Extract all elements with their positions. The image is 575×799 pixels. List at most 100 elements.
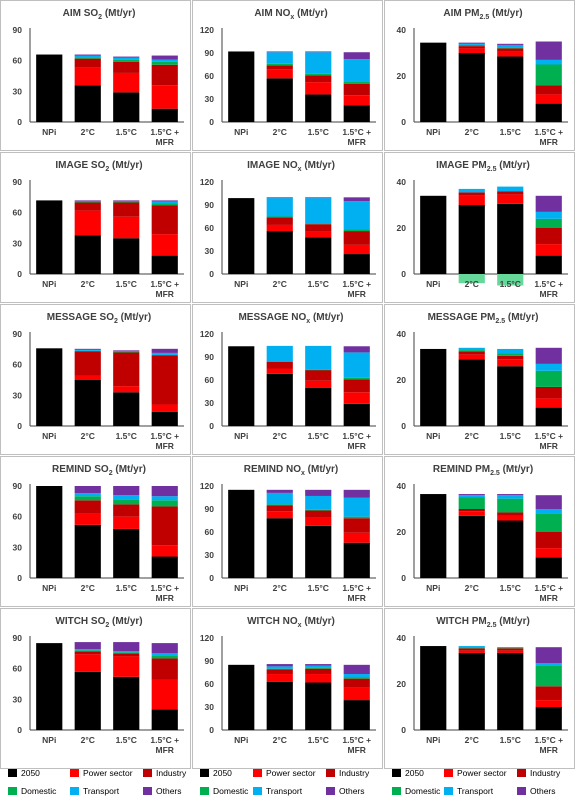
bar-segment-others [266, 664, 293, 667]
x-tick-label: 2°C [81, 127, 95, 137]
bar-segment-2050 [228, 346, 255, 426]
bar-segment-2050 [74, 524, 101, 578]
legend-item-power: Power sector [70, 768, 133, 778]
y-tick-label: 60 [13, 56, 23, 66]
x-tick-label: 1.5°C + [534, 735, 563, 745]
bar-segment-2050 [420, 195, 447, 274]
x-tick-label: MFR [156, 745, 174, 755]
bar-segment-industry [74, 351, 101, 376]
x-tick-label: 2°C [273, 735, 287, 745]
bar-segment-power-sector [266, 69, 293, 79]
bar-segment-others [266, 51, 293, 53]
bar-segment-industry [151, 355, 178, 405]
bar-segment-others [343, 52, 370, 60]
bar-segment-transport [151, 653, 178, 656]
bar-segment-industry [266, 65, 293, 70]
x-tick-label: NPi [426, 431, 440, 441]
legend-label: Power sector [266, 768, 316, 778]
bar-segment-others [74, 642, 101, 650]
bar-segment-others [151, 200, 178, 202]
bar-segment-domestic [151, 655, 178, 659]
bar-segment-industry [305, 510, 332, 518]
bar-segment-domestic [74, 57, 101, 59]
x-tick-label: 1.5°C [308, 279, 329, 289]
bar-segment-others [266, 197, 293, 199]
bar-segment-transport [535, 663, 562, 666]
y-tick-label: 40 [397, 633, 407, 643]
x-tick-label: MFR [348, 441, 366, 451]
y-tick-label: 30 [205, 398, 215, 408]
bar-segment-transport [266, 666, 293, 669]
panel-title: MESSAGE PM2.5 (Mt/yr) [428, 312, 539, 325]
bar-segment-2050 [151, 411, 178, 426]
bar-segment-2050 [305, 387, 332, 426]
bar-segment-domestic-negative [497, 274, 524, 286]
bar-segment-2050 [74, 380, 101, 426]
x-tick-label: 2°C [81, 431, 95, 441]
bar-segment-power-sector [343, 392, 370, 404]
bar-segment-transport [497, 186, 524, 192]
bar-segment-industry [113, 653, 140, 657]
y-tick-label: 40 [397, 25, 407, 35]
bar-segment-transport [497, 495, 524, 499]
bar-segment-others [113, 642, 140, 652]
x-tick-label: 2°C [465, 279, 479, 289]
y-tick-label: 120 [200, 633, 214, 643]
legend-label: 2050 [21, 768, 40, 778]
legend-label: 2050 [213, 768, 232, 778]
legend-item-2050: 2050 [8, 768, 40, 778]
bar-segment-transport [305, 665, 332, 668]
bar-segment-industry [74, 651, 101, 655]
x-tick-label: 2°C [465, 583, 479, 593]
bar-segment-power-sector [74, 67, 101, 86]
bar-segment-power-sector [113, 656, 140, 677]
bar-segment-domestic [305, 223, 332, 225]
x-tick-label: 2°C [465, 127, 479, 137]
bar-segment-domestic [535, 665, 562, 687]
legend-label: Industry [339, 768, 370, 778]
bar-segment-transport [113, 495, 140, 500]
bar-segment-power-sector [343, 687, 370, 701]
bar-segment-2050 [535, 407, 562, 426]
bar-segment-domestic [305, 369, 332, 371]
y-tick-label: 20 [397, 679, 407, 689]
bar-segment-transport [535, 211, 562, 219]
bar-segment-power-sector [343, 244, 370, 255]
bar-segment-domestic [497, 498, 524, 513]
bar-segment-transport [535, 363, 562, 371]
bar-segment-2050 [420, 42, 447, 122]
bar-segment-2050 [343, 542, 370, 578]
bar-segment-transport [151, 352, 178, 355]
bar-segment-industry [113, 504, 140, 517]
legend-swatch [253, 787, 262, 795]
bar-segment-transport [151, 59, 178, 62]
bar-segment-domestic [343, 81, 370, 84]
bar-segment-industry [266, 505, 293, 512]
x-tick-label: 1.5°C + [150, 735, 179, 745]
bar-segment-2050 [458, 652, 485, 730]
bar-segment-others [343, 664, 370, 675]
bar-segment-others [343, 197, 370, 202]
bar-segment-2050 [458, 53, 485, 122]
bar-segment-industry [535, 686, 562, 701]
bar-segment-others [535, 347, 562, 364]
bar-segment-others [74, 486, 101, 494]
x-tick-label: 1.5°C [308, 431, 329, 441]
y-tick-label: 0 [401, 421, 406, 431]
bar-segment-2050 [458, 515, 485, 578]
legend-label: Industry [530, 768, 561, 778]
bar-segment-industry [151, 506, 178, 546]
bar-segment-power-sector [74, 210, 101, 236]
y-tick-label: 60 [13, 512, 23, 522]
bar-segment-industry [458, 46, 485, 49]
bar-segment-industry [151, 64, 178, 86]
bar-segment-power-sector [113, 216, 140, 239]
y-tick-label: 0 [401, 725, 406, 735]
bar-segment-industry [74, 58, 101, 68]
bar-segment-transport [266, 198, 293, 217]
bar-segment-domestic [343, 229, 370, 232]
legend-swatch [444, 787, 453, 795]
bar-segment-domestic [535, 64, 562, 86]
bar-segment-power-sector [535, 244, 562, 256]
bar-segment-transport [458, 347, 485, 351]
